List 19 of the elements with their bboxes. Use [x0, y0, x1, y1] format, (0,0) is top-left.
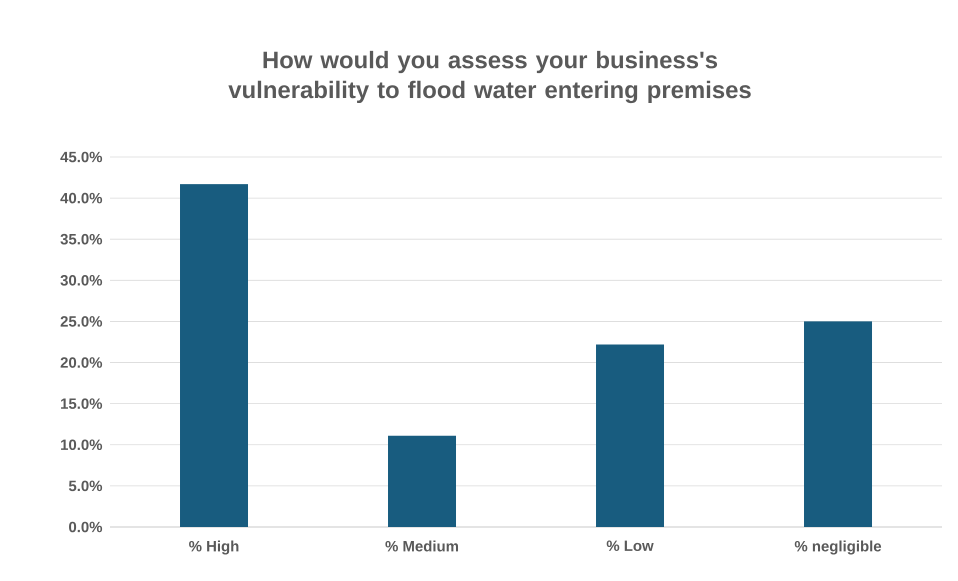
bar: [388, 436, 456, 527]
bar: [180, 184, 248, 527]
chart-title: How would you assess your business's vulnerability to flood water entering premises: [228, 50, 751, 104]
bar: [596, 344, 664, 527]
y-tick-label: 45.0%: [60, 152, 102, 162]
y-tick-label: 0.0%: [69, 522, 102, 532]
y-tick-label: 25.0%: [60, 316, 102, 327]
y-tick-label: 20.0%: [60, 357, 102, 368]
y-tick-label: 10.0%: [61, 439, 102, 450]
y-tick-label: 40.0%: [60, 192, 102, 204]
y-tick-label: 15.0%: [61, 398, 102, 409]
y-tick-label: 35.0%: [60, 234, 102, 245]
x-tick-label: % High: [189, 540, 238, 555]
bar: [804, 321, 872, 527]
y-tick-label: 30.0%: [60, 275, 102, 286]
x-tick-label: % Low: [606, 540, 654, 552]
y-tick-label: 5.0%: [68, 480, 102, 492]
x-tick-label: % negligible: [794, 540, 882, 555]
x-tick-label: % Medium: [385, 540, 458, 552]
